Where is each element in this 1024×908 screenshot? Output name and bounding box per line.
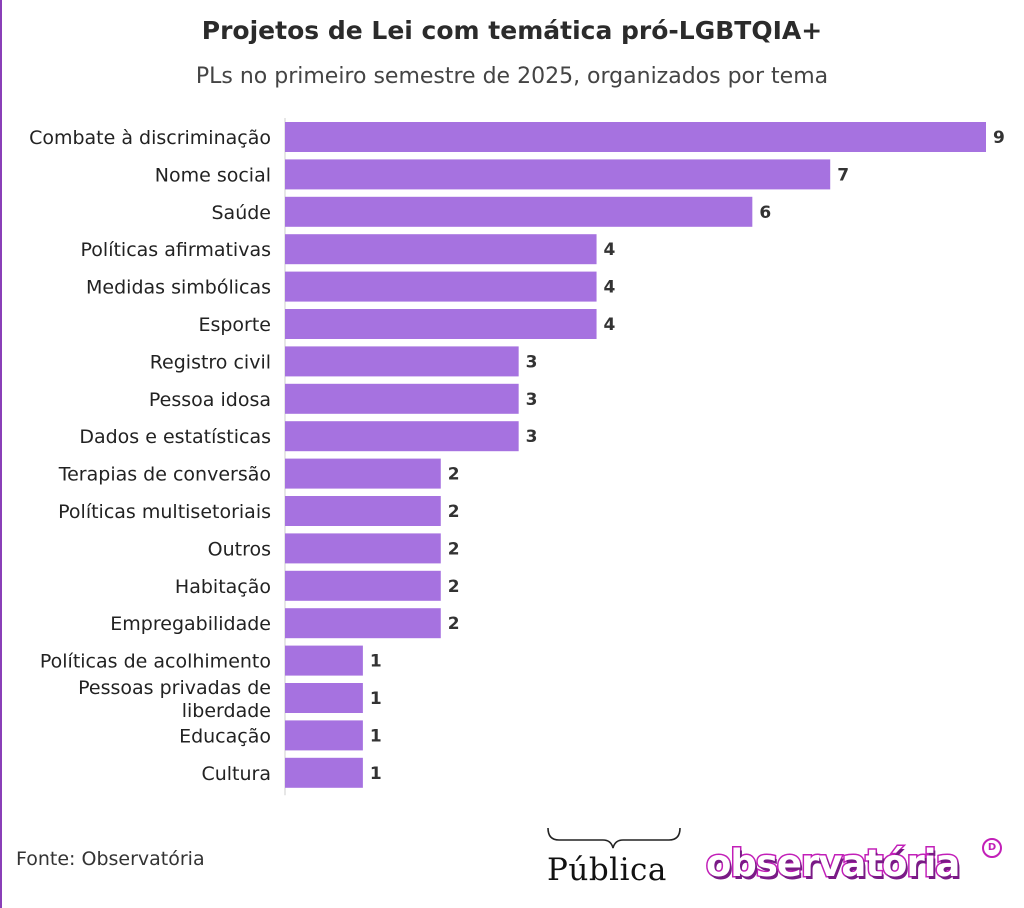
bar-16	[285, 720, 363, 751]
bar-0	[285, 122, 986, 152]
bar-1	[285, 159, 831, 190]
bar-9	[285, 458, 441, 489]
category-label-1: Nome social	[155, 164, 271, 186]
category-label-0: Combate à discriminação	[29, 127, 271, 149]
chart-title: Projetos de Lei com temática pró-LGBTQIA…	[201, 16, 823, 45]
source-note: Fonte: Observatória	[16, 848, 205, 870]
bar-13	[285, 608, 441, 639]
category-label-12: Habitação	[175, 576, 271, 598]
observatoria-logo-text: observatória	[704, 841, 961, 887]
chart-subtitle: PLs no primeiro semestre de 2025, organi…	[195, 64, 829, 89]
category-label-2: Saúde	[212, 202, 272, 224]
bar-chart: Combate à discriminação 9 Nome social 7 Saúd…	[29, 118, 1005, 796]
value-label-8: 3	[526, 427, 538, 447]
category-label-6: Registro civil	[150, 351, 271, 373]
bar-2	[285, 196, 753, 227]
value-label-5: 4	[604, 315, 616, 335]
category-label-16: Educação	[179, 725, 271, 747]
category-label-15: Pessoas privadas de liberdade	[78, 677, 271, 722]
category-label-9: Terapias de conversão	[58, 464, 271, 486]
left-frame-line	[0, 0, 2, 908]
category-label-13: Empregabilidade	[110, 613, 271, 635]
bar-15	[285, 683, 363, 713]
bar-4	[285, 271, 597, 302]
bar-10	[285, 496, 441, 526]
publica-logo-bracket	[547, 827, 681, 849]
category-label-3: Políticas afirmativas	[81, 239, 271, 261]
bar-17	[285, 757, 363, 788]
bar-14	[285, 645, 363, 676]
value-label-14: 1	[370, 652, 382, 672]
category-label-7: Pessoa idosa	[149, 389, 271, 411]
value-label-11: 2	[448, 539, 460, 559]
publica-logo: Pública	[545, 826, 683, 896]
value-label-16: 1	[370, 726, 382, 746]
value-label-9: 2	[448, 465, 460, 485]
category-label-11: Outros	[208, 538, 271, 560]
bar-6	[285, 346, 519, 377]
value-label-10: 2	[448, 502, 460, 522]
category-label-17: Cultura	[201, 763, 271, 785]
bar-5	[285, 309, 597, 339]
bar-8	[285, 421, 519, 452]
publica-logo-text: Pública	[547, 852, 667, 888]
category-label-5: Esporte	[198, 314, 271, 336]
bar-11	[285, 533, 441, 564]
value-label-6: 3	[526, 352, 538, 372]
value-label-3: 4	[604, 240, 616, 260]
value-label-15: 1	[370, 689, 382, 709]
observatoria-logo-badge-icon: D	[982, 838, 1002, 858]
category-label-8: Dados e estatísticas	[79, 426, 271, 448]
value-label-7: 3	[526, 390, 538, 410]
observatoria-logo: observatória D	[704, 838, 1006, 898]
category-label-10: Políticas multisetoriais	[58, 501, 271, 523]
bar-3	[285, 234, 597, 265]
value-label-0: 9	[993, 128, 1005, 148]
value-label-2: 6	[759, 203, 771, 223]
value-label-17: 1	[370, 764, 382, 784]
bar-7	[285, 383, 519, 414]
value-label-12: 2	[448, 577, 460, 597]
value-label-4: 4	[604, 278, 616, 298]
category-label-4: Medidas simbólicas	[86, 277, 271, 299]
category-label-14: Políticas de acolhimento	[40, 651, 271, 673]
bar-12	[285, 570, 441, 601]
value-label-1: 7	[837, 165, 849, 185]
value-label-13: 2	[448, 614, 460, 634]
